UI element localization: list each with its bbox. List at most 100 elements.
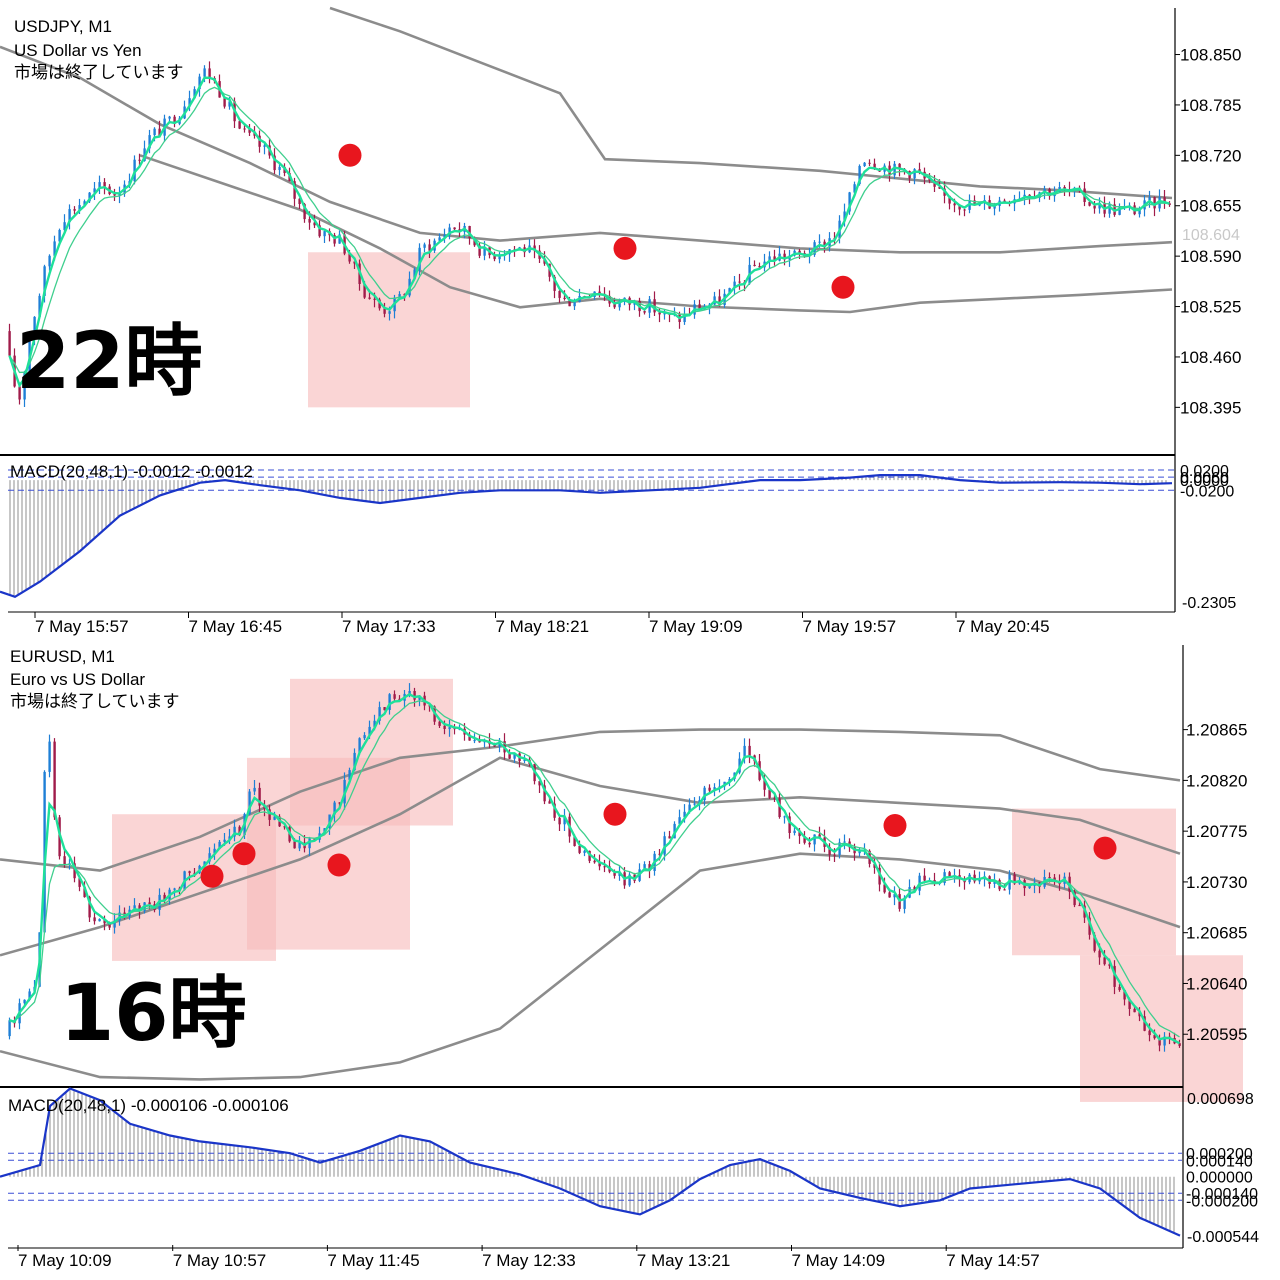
eurusd-highlight-layer bbox=[112, 678, 1243, 1102]
usdjpy-candle-body bbox=[973, 200, 976, 206]
usdjpy-candle-body bbox=[853, 184, 856, 193]
eurusd-bollinger-layer bbox=[0, 728, 1181, 1081]
usdjpy-candle-body bbox=[398, 294, 401, 298]
eurusd-fast-ma-line bbox=[9, 692, 1181, 1045]
usdjpy-candle-body bbox=[858, 166, 861, 185]
usdjpy-candle-body bbox=[153, 128, 156, 136]
usdjpy-y-tick-label: 108.395 bbox=[1180, 398, 1241, 417]
eurusd-candle-body bbox=[1138, 1012, 1141, 1017]
eurusd-y-tick-label: 1.20775 bbox=[1186, 822, 1247, 841]
eurusd-candle-body bbox=[1133, 1009, 1136, 1013]
eurusd-candle-body bbox=[543, 785, 546, 802]
eurusd-candle-body bbox=[643, 864, 646, 870]
eurusd-candle-body bbox=[238, 826, 241, 836]
eurusd-candle-body bbox=[208, 853, 211, 862]
eurusd-candle-body bbox=[563, 816, 566, 825]
usdjpy-candle-body bbox=[478, 245, 481, 256]
usdjpy-candle-body bbox=[198, 76, 201, 90]
usdjpy-macd-min-tick: -0.2305 bbox=[1182, 595, 1236, 612]
usdjpy-y-tick-label: 108.785 bbox=[1180, 96, 1241, 115]
usdjpy-candle-body bbox=[863, 162, 866, 166]
usdjpy-candle-body bbox=[1163, 197, 1166, 204]
usdjpy-candle-body bbox=[533, 245, 536, 251]
eurusd-y-tick-label: 1.20595 bbox=[1186, 1025, 1247, 1044]
eurusd-candle-body bbox=[703, 787, 706, 801]
eurusd-candle-body bbox=[373, 720, 376, 727]
eurusd-candle-body bbox=[508, 752, 511, 759]
eurusd-candle-body bbox=[113, 920, 116, 928]
usdjpy-candle-body bbox=[1003, 200, 1006, 202]
eurusd-candle-body bbox=[333, 802, 336, 815]
eurusd-candle-body bbox=[613, 871, 616, 876]
eurusd-candle-body bbox=[688, 804, 691, 812]
usdjpy-candle-body bbox=[308, 219, 311, 223]
eurusd-candle-body bbox=[1098, 950, 1101, 958]
eurusd-candle-body bbox=[98, 919, 101, 922]
eurusd-x-tick-label: 7 May 10:09 bbox=[18, 1251, 112, 1270]
eurusd-bollinger-upper bbox=[0, 728, 1181, 872]
eurusd-panel: EURUSD, M1 Euro vs US Dollar 市場は終了しています … bbox=[0, 645, 1259, 1270]
usdjpy-candle-body bbox=[848, 192, 851, 212]
usdjpy-candle-body bbox=[243, 128, 246, 130]
usdjpy-candle-body bbox=[843, 211, 846, 221]
usdjpy-current-price: 108.604 bbox=[1182, 227, 1240, 244]
eurusd-candle-body bbox=[773, 797, 776, 799]
usdjpy-candle-body bbox=[248, 129, 251, 133]
eurusd-candle-body bbox=[593, 860, 596, 863]
eurusd-candle-body bbox=[808, 842, 811, 845]
usdjpy-candle-body bbox=[8, 331, 11, 356]
usdjpy-candle-body bbox=[208, 68, 211, 78]
usdjpy-candle-body bbox=[868, 162, 871, 164]
eurusd-marker-layer bbox=[200, 802, 1117, 888]
usdjpy-candle-body bbox=[298, 198, 301, 204]
eurusd-candle-body bbox=[788, 816, 791, 833]
usdjpy-candle-body bbox=[663, 313, 666, 315]
usdjpy-candle-body bbox=[493, 255, 496, 260]
usdjpy-candle-body bbox=[118, 193, 121, 196]
usdjpy-candle-body bbox=[768, 256, 771, 262]
usdjpy-candle-body bbox=[683, 313, 686, 322]
usdjpy-candle-body bbox=[423, 244, 426, 248]
eurusd-candle-body bbox=[258, 787, 261, 806]
usdjpy-signal-marker bbox=[338, 143, 362, 167]
eurusd-candle-body bbox=[228, 836, 231, 840]
eurusd-candle-body bbox=[388, 694, 391, 710]
usdjpy-candle-body bbox=[948, 195, 951, 204]
usdjpy-candle-body bbox=[348, 253, 351, 262]
usdjpy-candle-body bbox=[753, 264, 756, 266]
eurusd-candle-body bbox=[413, 691, 416, 700]
usdjpy-candle-body bbox=[48, 255, 51, 267]
eurusd-candle-body bbox=[798, 830, 801, 837]
usdjpy-candle-body bbox=[428, 244, 431, 251]
eurusd-y-tick-label: 1.20730 bbox=[1186, 873, 1247, 892]
usdjpy-candle-body bbox=[318, 225, 321, 237]
usdjpy-candle-body bbox=[598, 291, 601, 294]
eurusd-candle-body bbox=[603, 866, 606, 868]
eurusd-candle-body bbox=[443, 725, 446, 729]
eurusd-x-tick-label: 7 May 11:45 bbox=[327, 1251, 419, 1270]
usdjpy-candle-body bbox=[938, 186, 941, 189]
usdjpy-candle-body bbox=[313, 222, 316, 226]
eurusd-candle-body bbox=[813, 834, 816, 845]
usdjpy-candle-body bbox=[168, 116, 171, 119]
eurusd-candle-body bbox=[338, 802, 341, 804]
usdjpy-candle-body bbox=[73, 209, 76, 211]
eurusd-candle-body bbox=[793, 830, 796, 833]
eurusd-candle-body bbox=[888, 892, 891, 898]
usdjpy-x-tick-label: 7 May 19:09 bbox=[649, 617, 743, 636]
eurusd-candle-body bbox=[173, 888, 176, 890]
usdjpy-candle-body bbox=[483, 247, 486, 256]
usdjpy-candle-body bbox=[33, 316, 36, 340]
usdjpy-x-tick-label: 7 May 20:45 bbox=[956, 617, 1050, 636]
eurusd-candle-body bbox=[23, 999, 26, 1004]
usdjpy-candle-body bbox=[1168, 203, 1171, 205]
eurusd-overlay-text: 16時 bbox=[60, 969, 247, 1059]
usdjpy-candle-body bbox=[798, 250, 801, 253]
eurusd-candle-body bbox=[48, 741, 51, 772]
eurusd-candle-body bbox=[923, 875, 926, 881]
eurusd-macd-level-label: 0.000200 bbox=[1186, 1146, 1253, 1163]
usdjpy-y-tick-label: 108.590 bbox=[1180, 247, 1241, 266]
eurusd-candle-body bbox=[1103, 957, 1106, 965]
eurusd-macd-level-labels: 0.0002000.0001400.000000-0.000140-0.0002… bbox=[1186, 1146, 1258, 1210]
usdjpy-highlight-layer bbox=[308, 252, 470, 408]
